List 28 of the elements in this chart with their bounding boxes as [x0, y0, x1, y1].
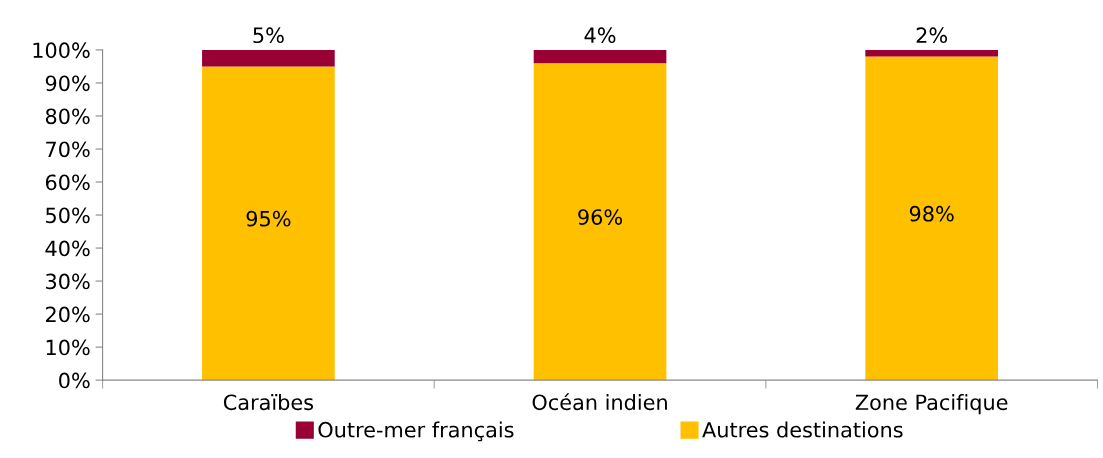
legend-label: Outre-mer français [318, 421, 514, 442]
y-tick-label: 30% [46, 273, 90, 290]
y-tick-label: 60% [45, 174, 90, 191]
data-label: 98% [909, 205, 954, 222]
x-tick-label: Zone Pacifique [855, 394, 1008, 415]
y-tick-label: 0% [59, 372, 90, 389]
y-tick-label: 20% [45, 306, 90, 323]
bar [202, 66, 335, 381]
data-label: 4% [584, 27, 616, 44]
bar [533, 63, 667, 381]
bar [533, 49, 667, 64]
data-label: 95% [246, 210, 291, 227]
data-label: 96% [578, 209, 623, 225]
y-tick-label: 90% [45, 75, 90, 92]
legend-label: Autres destinations [702, 421, 903, 438]
bar [865, 49, 998, 57]
y-tick-label: 10% [46, 339, 90, 356]
y-tick-label: 80% [45, 108, 90, 125]
data-label: 2% [916, 27, 948, 44]
y-tick-label: 70% [46, 141, 90, 158]
bar [865, 56, 998, 381]
data-label: 5% [253, 27, 284, 44]
y-tick-label: 40% [45, 240, 90, 257]
x-tick-label: Océan indien [532, 393, 667, 411]
x-tick-label: Caraïbes [223, 394, 314, 411]
y-tick-label: 100% [33, 42, 90, 59]
bar [202, 49, 335, 67]
y-tick-label: 50% [46, 207, 90, 224]
